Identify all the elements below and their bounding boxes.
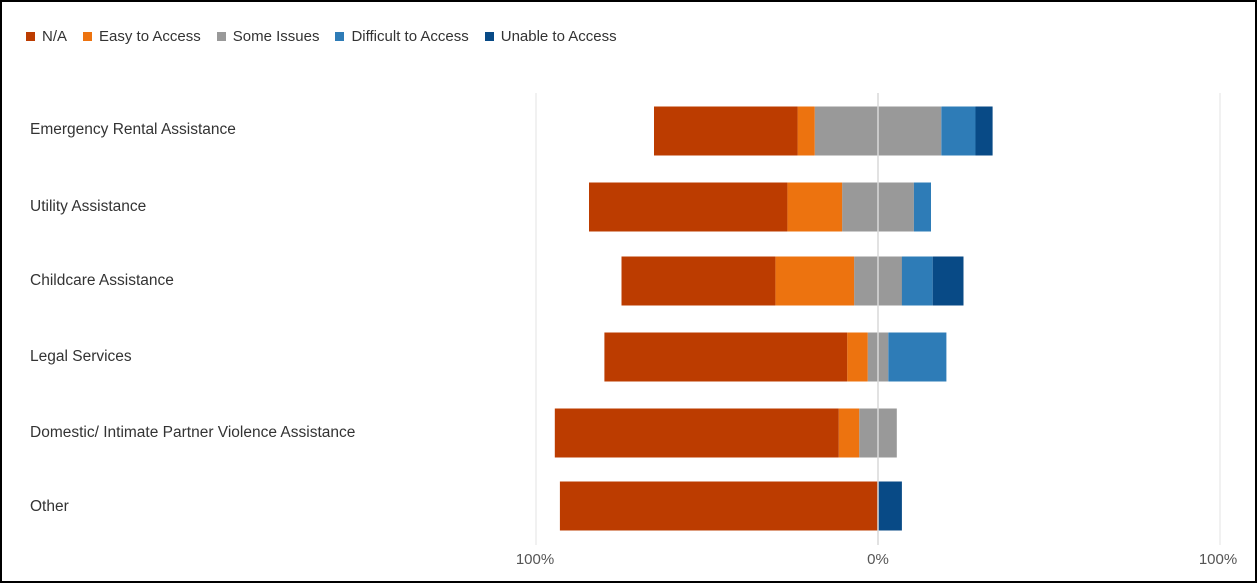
bar-na-row-4 bbox=[554, 408, 839, 458]
category-label-domestic-violence: Domestic/ Intimate Partner Violence Assi… bbox=[30, 424, 356, 441]
category-label-other: Other bbox=[30, 498, 69, 515]
x-tick-label-zero: 0% bbox=[867, 551, 889, 568]
legend-swatch-easy bbox=[83, 32, 93, 41]
bar-easy-row-0 bbox=[797, 106, 815, 156]
bar-easy-row-2 bbox=[775, 256, 855, 306]
bar-unable-row-5 bbox=[878, 481, 902, 531]
bar-na-row-0 bbox=[654, 106, 798, 156]
bar-unable-row-2 bbox=[932, 256, 964, 306]
bar-na-row-3 bbox=[604, 332, 848, 382]
legend-label-unable: Unable to Access bbox=[500, 28, 617, 45]
legend-swatch-some-issues bbox=[216, 32, 226, 41]
bar-difficult-row-3 bbox=[888, 332, 947, 382]
bar-difficult-row-1 bbox=[913, 182, 931, 232]
category-label-utility: Utility Assistance bbox=[30, 198, 147, 215]
legend-swatch-unable bbox=[484, 32, 494, 41]
category-label-childcare: Childcare Assistance bbox=[30, 272, 174, 289]
bar-na-row-5 bbox=[559, 481, 878, 531]
bar-easy-row-1 bbox=[787, 182, 843, 232]
legend-item-unable: Unable to Access bbox=[484, 28, 617, 45]
bars-group bbox=[554, 106, 993, 531]
legend-label-difficult: Difficult to Access bbox=[351, 28, 469, 45]
legend-item-na: N/A bbox=[26, 28, 67, 45]
x-tick-label-left: 100% bbox=[515, 551, 555, 568]
bar-na-row-2 bbox=[621, 256, 776, 306]
category-label-emergency-rental: Emergency Rental Assistance bbox=[30, 121, 236, 138]
legend-label-some-issues: Some Issues bbox=[232, 28, 320, 45]
bar-easy-row-4 bbox=[838, 408, 860, 458]
category-label-legal: Legal Services bbox=[30, 348, 132, 365]
bar-easy-row-3 bbox=[847, 332, 868, 382]
legend-item-some-issues: Some Issues bbox=[216, 28, 320, 45]
bar-unable-row-0 bbox=[975, 106, 993, 156]
legend-swatch-difficult bbox=[335, 32, 345, 41]
legend-swatch-na bbox=[26, 32, 35, 41]
legend: N/A Easy to Access Some Issues Difficult… bbox=[26, 28, 633, 45]
x-tick-label-right: 100% bbox=[1198, 551, 1238, 568]
legend-item-difficult: Difficult to Access bbox=[335, 28, 469, 45]
legend-label-na: N/A bbox=[42, 28, 68, 45]
bar-difficult-row-0 bbox=[941, 106, 976, 156]
bar-difficult-row-2 bbox=[901, 256, 933, 306]
legend-label-easy: Easy to Access bbox=[99, 28, 201, 45]
bar-na-row-1 bbox=[589, 182, 788, 232]
legend-item-easy: Easy to Access bbox=[83, 28, 201, 45]
